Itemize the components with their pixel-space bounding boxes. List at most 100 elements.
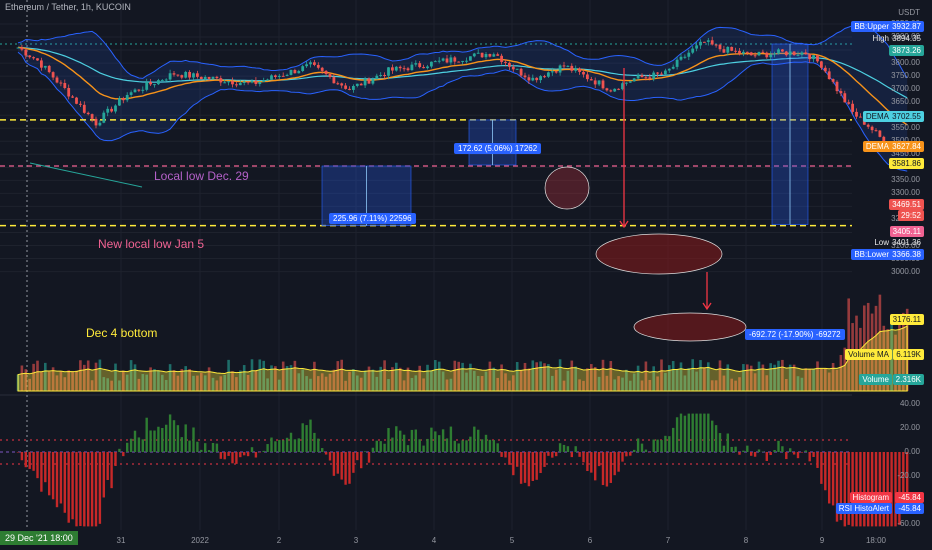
volume-bar <box>866 302 870 391</box>
histogram-bar <box>383 443 386 452</box>
candle <box>562 65 566 67</box>
candle <box>667 68 671 71</box>
histogram-bar <box>165 424 168 452</box>
volume-bar <box>434 360 437 391</box>
volume-bar <box>590 364 593 391</box>
volume-bar <box>843 347 847 391</box>
price-badge-value: 3401.36 <box>892 238 921 247</box>
candle <box>98 122 102 126</box>
osc-badge-value: -45.84 <box>895 492 924 503</box>
volume-bar <box>363 370 367 391</box>
time-tick: 5 <box>509 536 515 545</box>
histogram-bar <box>902 452 905 514</box>
volume-bar <box>769 363 772 391</box>
candle <box>469 56 472 61</box>
candle <box>168 73 172 80</box>
volume-bar <box>621 377 624 391</box>
candle <box>586 74 589 80</box>
histogram-bar <box>250 447 254 452</box>
candle <box>547 72 550 77</box>
candle <box>137 89 141 91</box>
histogram-bar <box>262 450 265 452</box>
candle <box>745 51 749 53</box>
price-tick: 3800.00 <box>891 58 920 68</box>
candle <box>851 103 854 112</box>
histogram-bar <box>430 427 433 452</box>
candle <box>574 68 578 71</box>
candle <box>527 77 531 81</box>
volume-bar <box>730 378 733 391</box>
histogram-bar <box>843 452 846 527</box>
candle <box>375 75 379 80</box>
histogram-bar <box>609 452 612 483</box>
candle <box>726 46 730 53</box>
candle <box>800 52 804 55</box>
histogram-bar <box>558 443 562 452</box>
volume-bar <box>792 364 796 391</box>
volume-bar <box>894 334 897 391</box>
volume-bar <box>718 360 722 391</box>
histogram-bar <box>789 448 792 452</box>
histogram-bar <box>371 447 375 452</box>
candle <box>687 52 691 57</box>
volume-bar <box>683 375 687 391</box>
histogram-bar <box>796 452 800 459</box>
volume-bar <box>679 362 683 391</box>
histogram-bar <box>633 449 636 452</box>
volume-bar <box>63 377 67 391</box>
histogram-bar <box>886 452 889 527</box>
histogram-bar <box>730 446 733 452</box>
volume-bar <box>317 376 320 391</box>
volume-bar <box>543 363 546 391</box>
price-badge-value: 3627.84 <box>889 141 924 152</box>
histogram-bar <box>426 438 429 452</box>
candle <box>874 130 878 132</box>
osc-tick: -20.00 <box>897 471 920 480</box>
candle <box>773 53 776 55</box>
histogram-bar <box>418 439 421 452</box>
volume-bar <box>125 374 129 391</box>
histogram-bar <box>207 450 211 452</box>
histogram-bar <box>679 413 683 452</box>
histogram-bar <box>781 446 784 452</box>
histogram-bar <box>753 452 757 457</box>
histogram-bar <box>258 452 261 453</box>
volume-bar <box>172 370 176 391</box>
volume-bar <box>418 365 421 391</box>
histogram-bar <box>672 427 675 452</box>
histogram-bar <box>246 452 250 457</box>
candle <box>695 45 698 49</box>
candle <box>250 80 254 83</box>
volume-bar <box>309 378 312 391</box>
volume-bar <box>664 372 667 391</box>
histogram-bar <box>282 440 285 452</box>
volume-bar <box>609 361 613 391</box>
candle <box>309 62 312 65</box>
histogram-bar <box>239 452 242 458</box>
volume-bar <box>258 359 262 391</box>
volume-bar <box>192 375 195 391</box>
candle <box>519 68 523 76</box>
candle <box>301 66 305 72</box>
histogram-bar <box>367 452 371 463</box>
volume-bar <box>289 365 293 391</box>
candle <box>266 79 269 81</box>
candle <box>262 80 266 82</box>
histogram-bar <box>223 452 226 460</box>
histogram-bar <box>519 452 523 484</box>
volume-bar <box>640 380 644 391</box>
histogram-bar <box>582 452 585 463</box>
candle <box>648 77 652 79</box>
histogram-bar <box>617 452 620 472</box>
candle <box>36 58 39 61</box>
histogram-bar <box>894 452 897 527</box>
histogram-bar <box>878 452 882 527</box>
volume-bar <box>527 368 531 391</box>
volume-bar <box>242 365 246 391</box>
trend-drawings[interactable] <box>29 68 747 342</box>
arrow-down-2-head <box>702 302 712 311</box>
candle <box>180 75 184 78</box>
measure-label-2: 225.96 (7.11%) 22596 <box>329 213 416 224</box>
candle <box>710 40 714 45</box>
